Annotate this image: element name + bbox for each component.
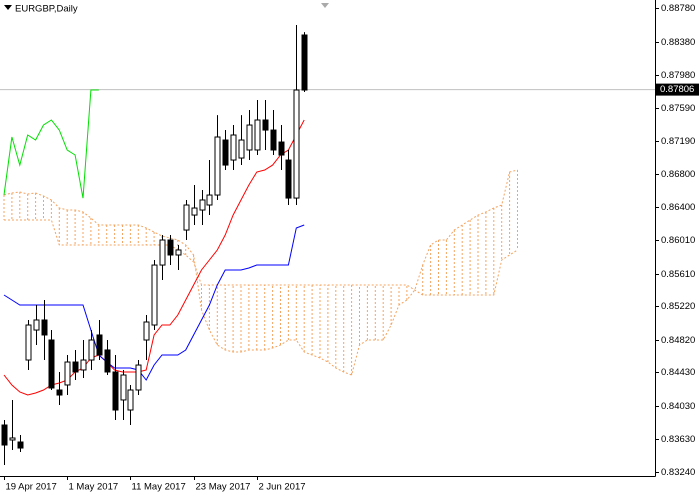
y-tick-label: 0.88380 [661, 37, 695, 48]
candle-body [9, 437, 16, 441]
candle-body [120, 374, 127, 401]
current-price-box [656, 83, 699, 96]
x-tick-label: 11 May 2017 [132, 482, 186, 493]
x-tick-label: 1 May 2017 [69, 482, 119, 493]
candle-body [17, 441, 24, 449]
cloud-span [4, 219, 518, 296]
candle-body [1, 424, 8, 446]
x-tick-label: 2 Jun 2017 [259, 482, 306, 493]
chart-title: EURGBP,Daily [15, 4, 78, 15]
candle-body [25, 324, 32, 361]
candle-body [293, 89, 300, 199]
candle-body [270, 129, 277, 151]
y-tick-label: 0.87980 [661, 70, 695, 81]
indicator-line [3, 224, 305, 381]
candle-body [80, 359, 87, 371]
candle-body [48, 339, 55, 389]
y-tick-label: 0.85610 [661, 269, 695, 280]
candle-body [143, 321, 150, 341]
candle-body [214, 136, 221, 196]
y-tick-label: 0.85220 [661, 301, 695, 312]
cloud-span [3, 169, 518, 376]
x-tick-label: 23 May 2017 [196, 482, 251, 493]
candle-body [254, 119, 261, 151]
candle-body [262, 119, 269, 131]
candle-body [222, 139, 229, 166]
y-tick-label: 0.84820 [661, 335, 695, 346]
candle-body [183, 204, 190, 231]
symbol-menu-icon[interactable] [4, 5, 12, 10]
candle-body [41, 319, 48, 336]
candle-body [175, 249, 182, 256]
candle-body [56, 389, 63, 396]
candle-body [230, 134, 237, 161]
candle-body [159, 239, 166, 266]
plot-area [0, 25, 655, 466]
candle-body [88, 339, 95, 361]
y-tick-label: 0.83240 [661, 467, 695, 478]
candle-body [151, 264, 158, 326]
shift-marker [321, 3, 329, 8]
candle-body [278, 141, 285, 156]
y-tick-label: 0.86800 [661, 169, 695, 180]
candle-body [96, 334, 103, 356]
candle-body [191, 207, 198, 216]
candle-body [285, 159, 292, 199]
candle-body [301, 34, 308, 91]
candle-body [167, 239, 174, 256]
indicator-line [3, 89, 99, 199]
candle-body [127, 389, 134, 411]
y-tick-label: 0.87590 [661, 103, 695, 114]
candle-body [246, 124, 253, 151]
y-tick-label: 0.83630 [661, 434, 695, 445]
candle-body [72, 361, 79, 373]
candle-body [64, 361, 71, 386]
candle-body [33, 319, 40, 331]
candle-body [206, 194, 213, 206]
candle-body [135, 364, 142, 391]
y-tick-label: 0.88780 [661, 3, 695, 14]
y-tick-label: 0.84030 [661, 401, 695, 412]
candle-body [112, 371, 119, 411]
current-price-label: 0.87806 [660, 84, 694, 95]
x-tick-label: 19 Apr 2017 [6, 482, 57, 493]
y-tick-label: 0.87190 [661, 136, 695, 147]
candle-body [238, 139, 245, 159]
y-tick-label: 0.84430 [661, 367, 695, 378]
candle-body [199, 199, 206, 211]
y-tick-label: 0.86010 [661, 235, 695, 246]
candle-body [104, 349, 111, 373]
y-tick-label: 0.86400 [661, 202, 695, 213]
